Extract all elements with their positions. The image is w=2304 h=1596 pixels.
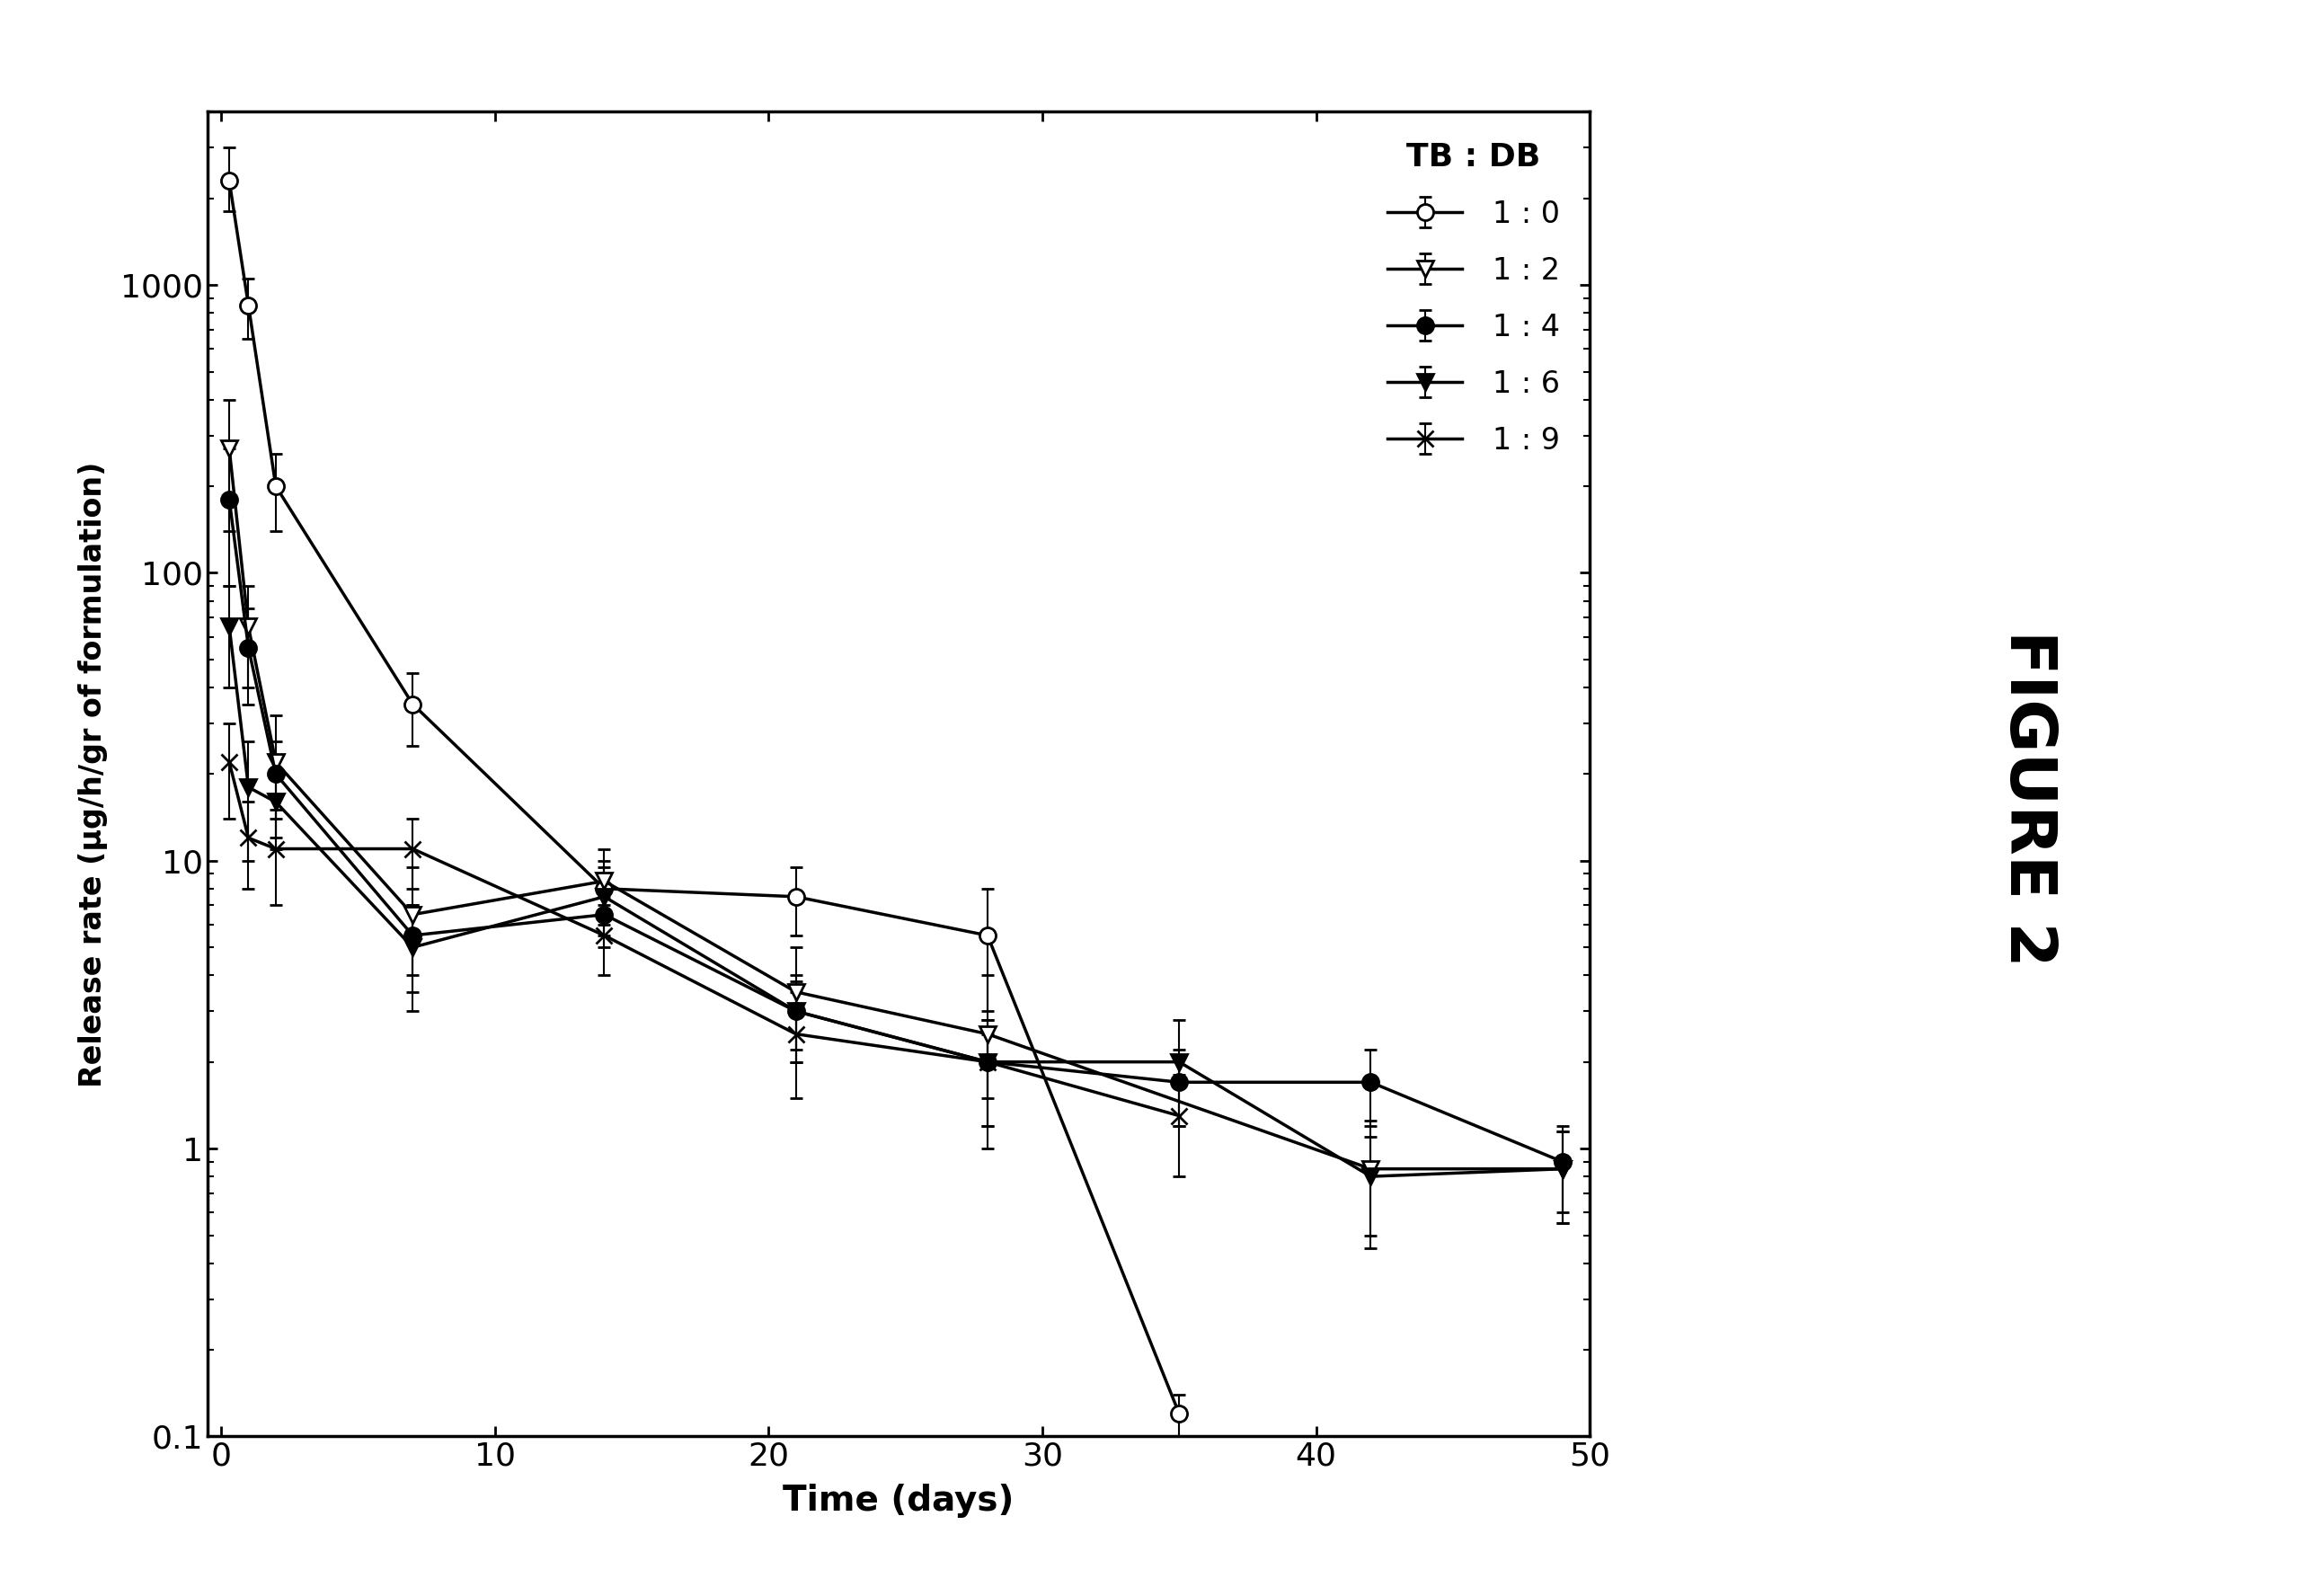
Legend: 1 : 0, 1 : 2, 1 : 4, 1 : 6, 1 : 9: 1 : 0, 1 : 2, 1 : 4, 1 : 6, 1 : 9	[1373, 126, 1574, 471]
Y-axis label: Release rate (μg/h/gr of formulation): Release rate (μg/h/gr of formulation)	[78, 461, 108, 1087]
Text: FIGURE 2: FIGURE 2	[1998, 630, 2057, 966]
X-axis label: Time (days): Time (days)	[783, 1484, 1014, 1518]
